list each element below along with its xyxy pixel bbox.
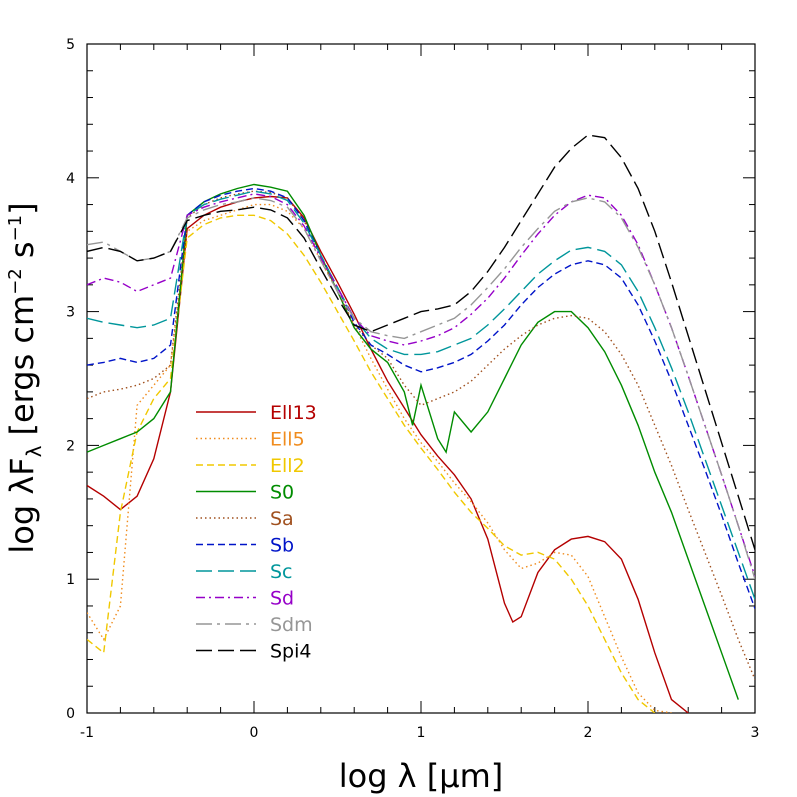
legend: Ell13 Ell5 Ell2 S0 Sa Sb Sc Sd Sdm Spi4: [196, 402, 317, 663]
y-axis-title-units: [ergs cm: [3, 295, 41, 436]
y-axis-title-exp2: −1: [5, 215, 26, 242]
series-line-sb: [87, 187, 755, 609]
x-tick-label: 3: [751, 725, 760, 741]
x-tick-label: 1: [417, 725, 426, 741]
plot-frame: [86, 43, 756, 714]
legend-label-sc: Sc: [270, 561, 293, 583]
y-tick-label: 2: [66, 438, 75, 454]
series-line-spi4: [87, 134, 755, 551]
x-axis-title: log λ [μm]: [339, 757, 504, 795]
legend-label-sdm: Sdm: [270, 614, 313, 636]
y-axis-title-sub: λ: [22, 445, 46, 457]
series-line-s0: [87, 183, 739, 700]
y-tick-label: 4: [66, 171, 75, 187]
legend-label-s0: S0: [270, 482, 294, 504]
y-tick-label: 3: [66, 305, 75, 321]
y-axis-title-mid: s: [3, 241, 41, 268]
legend-label-sd: Sd: [270, 588, 294, 610]
y-tick-label: 1: [66, 572, 75, 588]
y-axis-title-exp1: −2: [5, 268, 26, 295]
legend-label-ell5: Ell5: [270, 429, 305, 451]
legend-label-sb: Sb: [270, 535, 294, 557]
y-axis-title-main: log λF: [3, 457, 41, 553]
series-line-sc: [87, 190, 755, 600]
axis-tick-labels: -1 0 1 2 3 0 1 2 3 4 5: [66, 37, 759, 741]
y-tick-label: 5: [66, 37, 75, 53]
series-line-sdm: [87, 197, 755, 580]
x-tick-label: -1: [80, 725, 94, 741]
series-line-ell5: [87, 203, 672, 713]
series-line-ell13: [87, 195, 689, 713]
legend-label-sa: Sa: [270, 508, 294, 530]
series-line-ell2: [87, 214, 656, 713]
y-axis-title-end: ]: [3, 202, 41, 214]
legend-label-spi4: Spi4: [270, 641, 312, 663]
axis-ticks: [86, 43, 756, 714]
y-axis-title: log λFλ [ergs cm−2 s−1]: [3, 202, 46, 553]
y-tick-label: 0: [66, 706, 75, 722]
x-tick-label: 2: [584, 725, 593, 741]
legend-label-ell2: Ell2: [270, 455, 305, 477]
legend-label-ell13: Ell13: [270, 402, 317, 424]
series-layer: [87, 134, 755, 713]
series-line-sd: [87, 193, 755, 577]
x-tick-label: 0: [250, 725, 259, 741]
